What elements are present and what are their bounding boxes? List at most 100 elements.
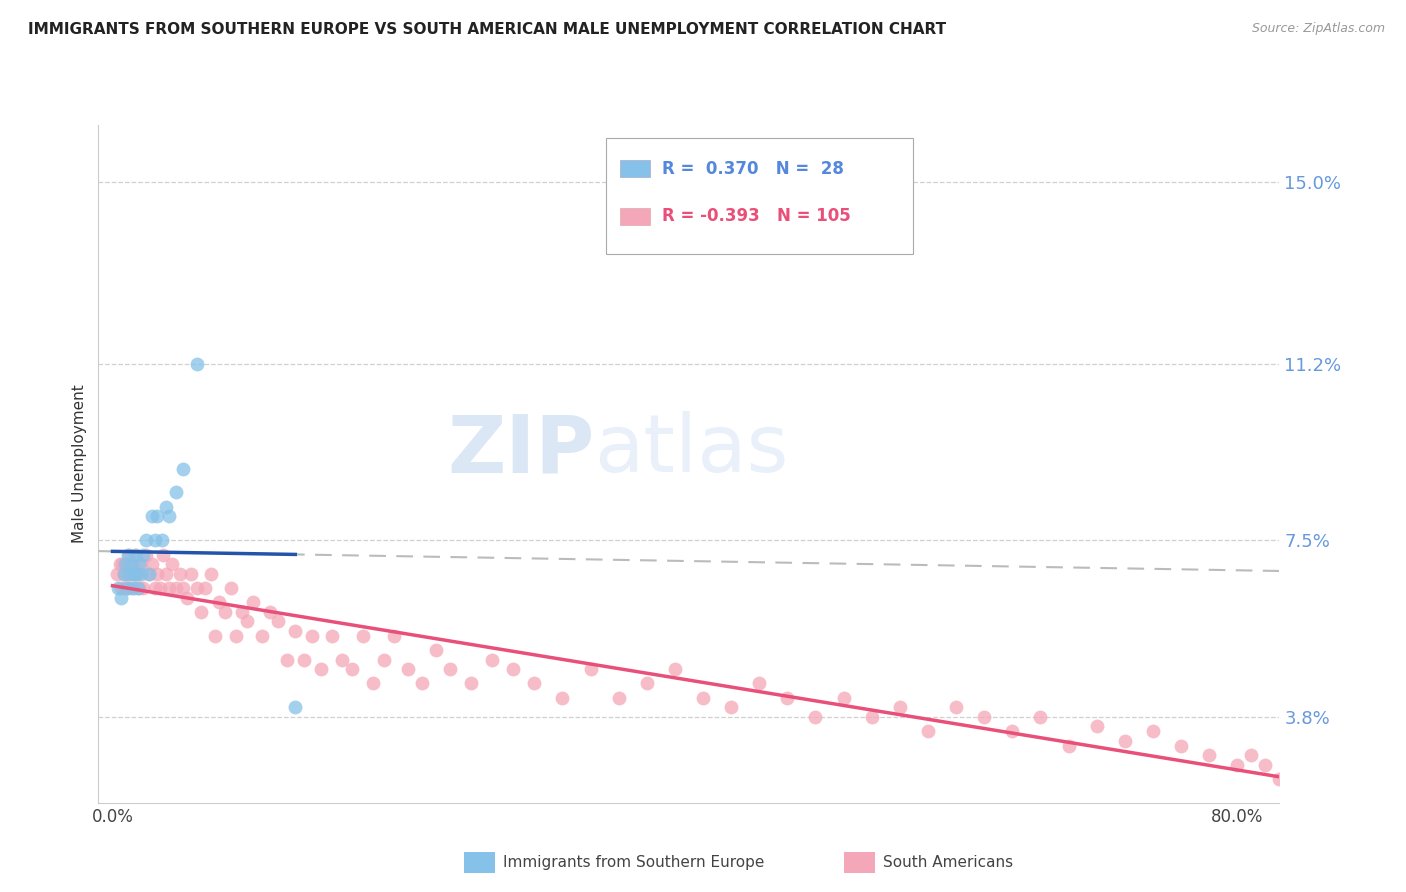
Bar (620, 161, 650, 178)
Point (284, 700, 307, 714)
Point (105, 566, 128, 581)
Point (1324, 767, 1347, 781)
Point (160, 557, 183, 571)
Point (1114, 733, 1136, 747)
Point (138, 566, 160, 581)
Point (122, 581, 145, 595)
Text: atlas: atlas (595, 411, 789, 490)
Point (112, 566, 135, 581)
Point (114, 557, 136, 571)
Point (1310, 777, 1333, 791)
Point (804, 710, 827, 724)
Point (141, 557, 163, 571)
Point (129, 557, 152, 571)
Point (1198, 747, 1220, 762)
Point (200, 566, 222, 581)
Point (115, 581, 138, 595)
Point (748, 676, 770, 690)
Text: IMMIGRANTS FROM SOUTHERN EUROPE VS SOUTH AMERICAN MALE UNEMPLOYMENT CORRELATION : IMMIGRANTS FROM SOUTHERN EUROPE VS SOUTH… (28, 22, 946, 37)
Point (636, 676, 658, 690)
Text: Immigrants from Southern Europe: Immigrants from Southern Europe (503, 855, 765, 870)
Point (523, 676, 546, 690)
Point (439, 662, 461, 676)
Text: Source: ZipAtlas.com: Source: ZipAtlas.com (1251, 22, 1385, 36)
Point (945, 700, 967, 714)
Point (236, 615, 259, 629)
Point (1085, 719, 1108, 733)
Point (108, 557, 131, 571)
Point (225, 629, 247, 643)
Point (128, 557, 150, 571)
Point (180, 566, 202, 581)
Point (1001, 724, 1024, 739)
Point (121, 557, 143, 571)
Point (132, 548, 155, 562)
Point (143, 533, 166, 548)
Point (214, 605, 236, 619)
Point (155, 566, 177, 581)
Point (155, 500, 177, 514)
Point (157, 509, 180, 524)
Point (129, 566, 152, 581)
Point (186, 357, 208, 371)
Point (107, 581, 129, 595)
Point (1296, 767, 1319, 781)
Point (138, 566, 160, 581)
Point (176, 591, 198, 605)
Point (776, 690, 799, 705)
Point (1240, 747, 1263, 762)
Point (157, 581, 180, 595)
Point (204, 629, 226, 643)
Point (165, 485, 187, 500)
Point (889, 700, 911, 714)
Point (579, 662, 602, 676)
FancyBboxPatch shape (606, 138, 914, 253)
Point (607, 690, 630, 705)
Point (373, 652, 395, 666)
Point (146, 509, 169, 524)
Point (551, 690, 574, 705)
Point (132, 581, 155, 595)
Point (352, 629, 374, 643)
Point (135, 533, 157, 548)
Point (321, 629, 343, 643)
Point (330, 652, 353, 666)
Point (973, 710, 995, 724)
Point (125, 566, 148, 581)
Point (194, 581, 217, 595)
Point (143, 581, 166, 595)
Point (127, 581, 149, 595)
Point (242, 595, 264, 609)
Point (692, 690, 714, 705)
Point (135, 548, 157, 562)
Point (276, 652, 298, 666)
Point (219, 581, 242, 595)
Point (832, 690, 855, 705)
Point (110, 581, 132, 595)
Point (284, 624, 307, 638)
Point (124, 548, 146, 562)
Point (267, 615, 290, 629)
Point (146, 566, 169, 581)
Point (110, 591, 132, 605)
Point (301, 629, 323, 643)
Point (1282, 757, 1305, 772)
Point (1268, 772, 1291, 786)
Point (149, 581, 172, 595)
Point (152, 548, 174, 562)
Point (1339, 781, 1361, 796)
Text: R =  0.370   N =  28: R = 0.370 N = 28 (662, 160, 844, 178)
Point (125, 548, 148, 562)
Point (259, 605, 281, 619)
Point (118, 548, 141, 562)
Point (190, 605, 212, 619)
Point (172, 461, 194, 475)
Point (115, 557, 138, 571)
Point (121, 581, 143, 595)
Point (120, 557, 142, 571)
Point (127, 566, 149, 581)
Point (186, 581, 208, 595)
Point (1367, 777, 1389, 791)
Point (115, 566, 138, 581)
Point (141, 509, 163, 524)
